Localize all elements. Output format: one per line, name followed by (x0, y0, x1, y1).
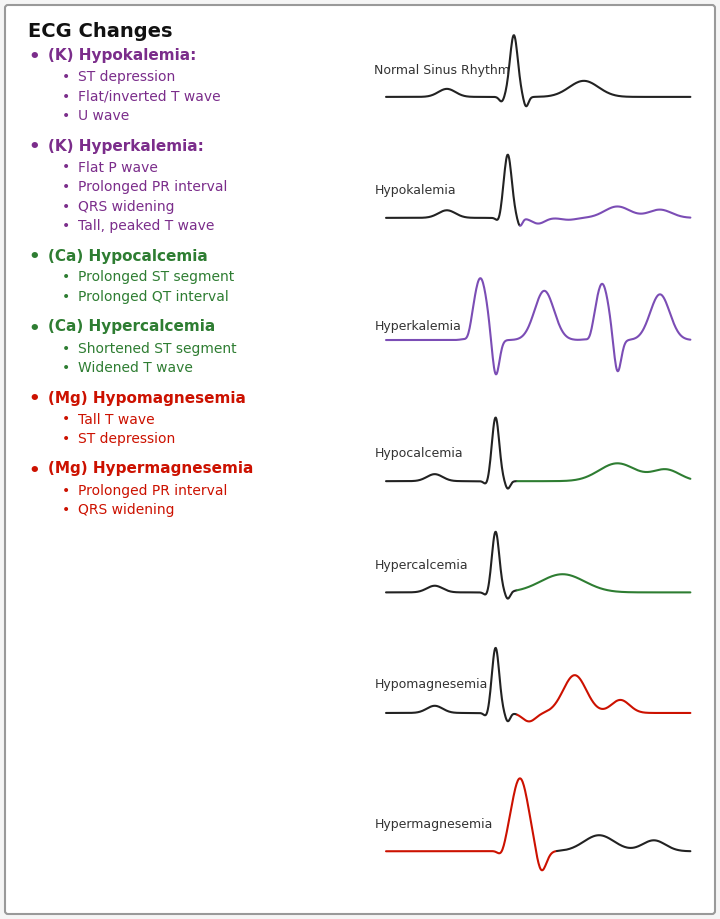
Text: •: • (28, 248, 40, 267)
Text: •: • (62, 199, 71, 213)
Text: •: • (62, 180, 71, 194)
Text: Prolonged PR interval: Prolonged PR interval (78, 483, 228, 497)
Text: Prolonged PR interval: Prolonged PR interval (78, 180, 228, 194)
Text: QRS widening: QRS widening (78, 199, 174, 213)
Text: Tall T wave: Tall T wave (78, 413, 155, 426)
Text: Normal Sinus Rhythm: Normal Sinus Rhythm (374, 64, 510, 77)
Text: (K) Hypokalemia:: (K) Hypokalemia: (48, 48, 197, 63)
Text: (Ca) Hypercalcemia: (Ca) Hypercalcemia (48, 320, 215, 335)
Text: •: • (62, 290, 71, 304)
Text: Shortened ST segment: Shortened ST segment (78, 342, 237, 356)
Text: •: • (28, 391, 40, 409)
Text: U wave: U wave (78, 109, 130, 123)
Text: Prolonged QT interval: Prolonged QT interval (78, 290, 229, 304)
Text: •: • (62, 89, 71, 104)
Text: Flat P wave: Flat P wave (78, 161, 158, 175)
Text: ECG Changes: ECG Changes (28, 22, 173, 41)
Text: •: • (62, 161, 71, 175)
Text: Flat/inverted T wave: Flat/inverted T wave (78, 89, 220, 104)
Text: •: • (62, 361, 71, 375)
Text: Hypomagnesemia: Hypomagnesemia (374, 678, 487, 691)
Text: Hypermagnesemia: Hypermagnesemia (374, 818, 492, 831)
Text: Prolonged ST segment: Prolonged ST segment (78, 270, 234, 285)
Text: •: • (62, 109, 71, 123)
Text: Hypokalemia: Hypokalemia (374, 184, 456, 197)
Text: (Ca) Hypocalcemia: (Ca) Hypocalcemia (48, 248, 208, 264)
Text: Hypocalcemia: Hypocalcemia (374, 447, 463, 460)
Text: •: • (62, 483, 71, 497)
Text: QRS widening: QRS widening (78, 503, 174, 517)
Text: •: • (62, 219, 71, 233)
Text: •: • (62, 70, 71, 84)
Text: Widened T wave: Widened T wave (78, 361, 193, 375)
Text: ST depression: ST depression (78, 432, 175, 446)
Text: •: • (62, 270, 71, 285)
Text: Hyperkalemia: Hyperkalemia (374, 320, 462, 333)
Text: •: • (62, 503, 71, 517)
Text: (Mg) Hypomagnesemia: (Mg) Hypomagnesemia (48, 391, 246, 405)
Text: ST depression: ST depression (78, 70, 175, 84)
Text: Hypercalcemia: Hypercalcemia (374, 559, 468, 572)
Text: •: • (28, 320, 40, 337)
Text: •: • (62, 342, 71, 356)
FancyBboxPatch shape (5, 5, 715, 914)
Text: (K) Hyperkalemia:: (K) Hyperkalemia: (48, 139, 204, 153)
Text: •: • (62, 432, 71, 446)
Text: (Mg) Hypermagnesemia: (Mg) Hypermagnesemia (48, 461, 253, 476)
Text: •: • (28, 461, 40, 480)
Text: •: • (28, 139, 40, 156)
Text: •: • (62, 413, 71, 426)
Text: •: • (28, 48, 40, 66)
Text: Tall, peaked T wave: Tall, peaked T wave (78, 219, 215, 233)
